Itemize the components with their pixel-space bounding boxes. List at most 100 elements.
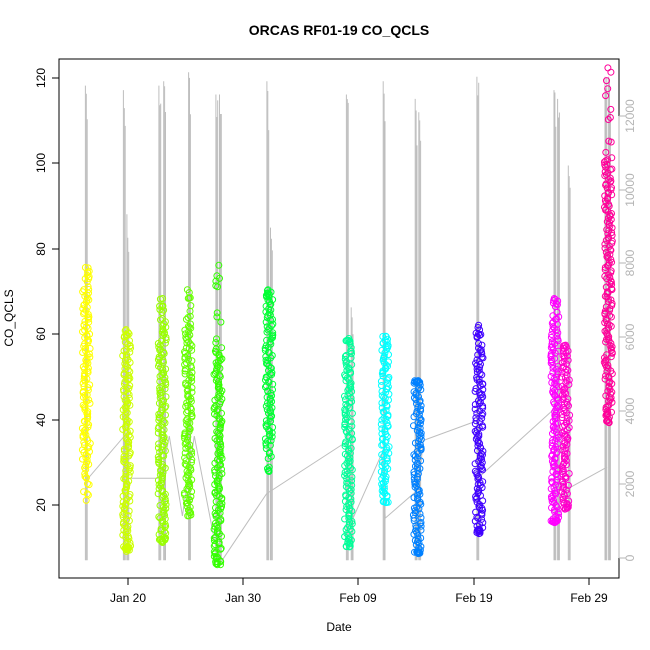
flight-series — [409, 377, 425, 558]
data-point — [159, 431, 166, 439]
flight-series — [377, 332, 393, 507]
data-point — [345, 336, 353, 344]
data-point — [607, 322, 615, 330]
data-point — [551, 489, 559, 497]
data-point — [346, 449, 354, 457]
data-point — [215, 261, 223, 269]
data-point — [81, 264, 89, 271]
y2-tick-label: 8000 — [623, 249, 637, 276]
data-point — [380, 469, 388, 477]
data-point — [267, 417, 275, 425]
data-point — [475, 321, 483, 329]
data-point — [565, 402, 572, 410]
data-point — [548, 478, 556, 486]
data-point — [478, 459, 486, 466]
data-point — [604, 156, 612, 164]
data-point — [341, 352, 349, 360]
data-point — [121, 522, 129, 530]
data-point — [155, 353, 163, 361]
data-point — [378, 382, 385, 389]
data-point — [347, 347, 355, 355]
data-point — [606, 250, 614, 258]
y-tick-label: 120 — [34, 68, 48, 88]
data-point — [378, 416, 386, 424]
data-point — [558, 382, 566, 390]
data-point — [416, 397, 424, 405]
data-point — [156, 378, 164, 385]
data-point — [79, 455, 86, 463]
data-point — [267, 453, 275, 460]
data-point — [218, 470, 226, 478]
data-point — [473, 429, 480, 437]
data-point — [341, 468, 349, 476]
secondary-y-axis: 0 2000 4000 6000 8000 10000 12000 — [618, 99, 637, 561]
data-point — [474, 514, 482, 522]
data-point — [265, 468, 273, 475]
data-point — [608, 258, 616, 266]
y-tick-label: 60 — [34, 327, 48, 341]
data-point — [345, 514, 353, 522]
data-point — [80, 308, 88, 316]
x-tick-feb-19: Feb 19 — [455, 578, 493, 605]
data-point — [217, 561, 224, 569]
data-point — [608, 300, 616, 307]
data-point — [79, 305, 87, 313]
data-point — [344, 535, 352, 543]
data-point — [379, 479, 387, 487]
data-point — [181, 361, 189, 369]
data-point — [479, 451, 486, 459]
data-point — [608, 165, 616, 173]
data-point — [156, 302, 164, 310]
data-point — [342, 438, 350, 446]
data-point — [607, 313, 615, 321]
data-point — [382, 499, 390, 507]
data-point — [564, 481, 572, 489]
data-point — [268, 369, 276, 377]
data-point — [561, 421, 568, 429]
flight-series — [558, 341, 574, 513]
data-point — [213, 428, 221, 436]
data-point — [604, 387, 612, 395]
data-point — [414, 423, 422, 431]
data-point — [183, 421, 191, 428]
data-point — [185, 397, 193, 405]
data-point — [346, 543, 353, 551]
data-point — [382, 332, 390, 340]
data-point — [182, 315, 190, 323]
data-point — [186, 371, 194, 379]
data-point — [471, 467, 479, 475]
data-point — [82, 466, 90, 473]
data-point — [608, 281, 616, 288]
data-point — [342, 400, 350, 408]
data-point — [474, 433, 481, 441]
flight-series — [600, 64, 616, 427]
data-point — [157, 316, 164, 324]
data-point — [383, 419, 391, 427]
data-point — [551, 380, 559, 388]
data-point — [158, 337, 166, 345]
data-point — [564, 356, 572, 364]
data-point — [185, 328, 193, 336]
data-point — [607, 138, 615, 146]
data-point — [161, 419, 169, 427]
data-point — [602, 148, 610, 156]
data-point — [601, 240, 609, 248]
data-point — [474, 526, 482, 534]
data-point — [214, 362, 222, 370]
data-point — [85, 460, 93, 468]
y2-tick-6000: 6000 — [619, 323, 637, 350]
data-point — [269, 331, 277, 339]
data-point — [85, 267, 93, 275]
data-point — [184, 322, 192, 330]
data-point — [413, 528, 421, 536]
data-point — [181, 429, 189, 437]
data-point — [160, 376, 168, 384]
y-tick-80: 80 — [34, 242, 59, 256]
data-point — [213, 561, 221, 569]
data-point — [601, 266, 609, 274]
data-point — [603, 417, 611, 425]
data-point — [122, 470, 130, 478]
data-point — [263, 336, 271, 344]
flight-series — [180, 286, 196, 520]
data-point — [384, 465, 392, 473]
